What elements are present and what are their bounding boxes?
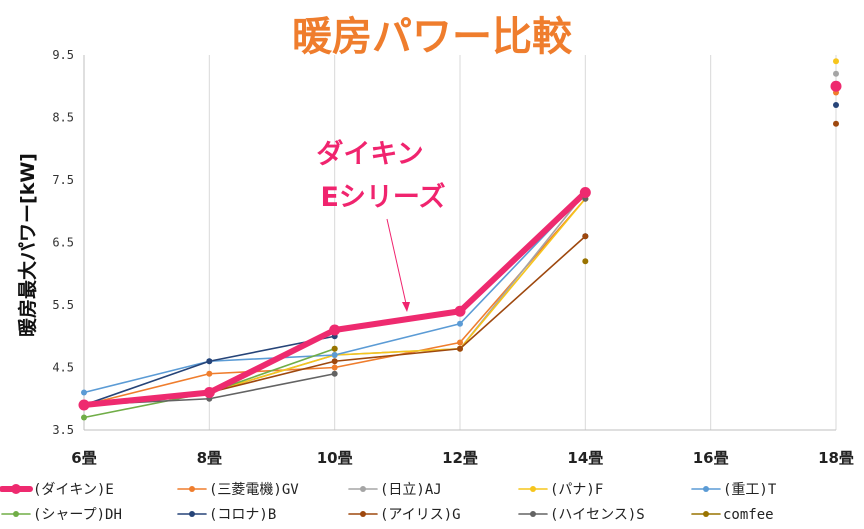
y-tick-label: 7.5: [52, 173, 74, 187]
annotation: ダイキン Eシリーズ: [316, 138, 446, 312]
data-point: [582, 233, 589, 240]
legend-label: (ダイキン)E: [33, 482, 114, 498]
data-point: [579, 187, 591, 198]
y-tick-label: 9.5: [52, 48, 74, 62]
x-tick-label: 12畳: [442, 449, 478, 467]
y-tick-label: 5.5: [52, 298, 74, 312]
legend-item: (ハイセンス)S: [518, 507, 645, 523]
legend-item: (アイリス)G: [348, 507, 461, 523]
legend-label: (三菱電機)GV: [209, 482, 299, 498]
legend-item: (重工)T: [691, 482, 777, 498]
legend-label: (アイリス)G: [380, 507, 461, 523]
legend-label: (パナ)F: [550, 482, 603, 498]
data-point: [331, 352, 338, 358]
data-point: [78, 399, 90, 411]
data-point: [457, 320, 463, 327]
legend-label: (日立)AJ: [380, 482, 442, 498]
series-points: [78, 58, 842, 421]
legend-label: (シャープ)DH: [33, 507, 122, 523]
data-point: [457, 339, 463, 346]
y-tick-label: 3.5: [52, 423, 74, 437]
x-tick-label: 10畳: [317, 449, 353, 467]
legend-label: (重工)T: [723, 482, 777, 498]
y-tick-label: 6.5: [52, 236, 74, 250]
x-tick-labels: 6畳 8畳 10畳 12畳 14畳 16畳 18畳: [71, 449, 854, 467]
annotation-arrowhead: [402, 302, 410, 312]
y-axis-label: 暖房最大パワー[kW]: [16, 153, 39, 337]
data-point: [457, 345, 463, 352]
data-point: [206, 358, 213, 365]
legend-item: (シャープ)DH: [1, 507, 122, 523]
data-point: [331, 370, 338, 377]
legend-swatch-marker: [360, 511, 366, 517]
x-tick-label: 16畳: [693, 449, 729, 467]
data-point: [833, 120, 839, 127]
chart-title: 暖房パワー比較: [292, 14, 573, 60]
data-point: [203, 387, 215, 398]
legend-item: comfee: [691, 507, 774, 523]
y-tick-labels: 3.5 4.5 5.5 6.5 7.5 8.5 9.5: [52, 48, 74, 437]
legend-item: (ダイキン)E: [0, 482, 114, 498]
y-tick-label: 4.5: [52, 361, 74, 375]
data-point: [81, 389, 87, 396]
legend-swatch-marker: [703, 486, 709, 492]
legend-swatch-marker: [703, 511, 709, 517]
data-point: [833, 70, 839, 77]
legend-item: (パナ)F: [518, 482, 603, 498]
legend-label: (ハイセンス)S: [550, 507, 645, 523]
x-tick-label: 6畳: [71, 449, 96, 467]
legend-label: comfee: [723, 507, 774, 523]
data-point: [331, 345, 338, 352]
legend: (ダイキン)E (三菱電機)GV (日立)AJ (パナ)F (重工)T (シャープ)DH (…: [0, 482, 777, 523]
x-tick-label: 8畳: [197, 449, 222, 467]
annotation-line-1: ダイキン: [316, 138, 423, 170]
data-point: [206, 370, 213, 377]
data-point: [331, 364, 338, 371]
legend-swatch-marker: [360, 486, 366, 492]
data-point: [331, 358, 338, 365]
axes: [83, 55, 836, 431]
data-point: [833, 58, 839, 65]
grid-lines: [208, 55, 837, 430]
data-point: [833, 102, 839, 108]
annotation-arrow-line: [386, 218, 408, 309]
data-point: [329, 324, 341, 336]
legend-item: (日立)AJ: [348, 482, 442, 498]
data-point: [830, 80, 842, 92]
legend-label: (コロナ)B: [209, 507, 276, 523]
y-tick-label: 8.5: [52, 111, 74, 125]
legend-swatch-marker: [530, 486, 536, 492]
legend-item: (三菱電機)GV: [177, 482, 299, 498]
x-tick-label: 14畳: [567, 449, 603, 467]
legend-swatch-marker: [530, 511, 536, 517]
data-point: [81, 414, 87, 421]
legend-swatch-marker: [189, 486, 195, 492]
legend-item: (コロナ)B: [177, 507, 276, 523]
legend-swatch-marker: [189, 511, 195, 517]
x-tick-label: 18畳: [818, 449, 854, 467]
legend-swatch-marker: [13, 511, 19, 517]
data-point: [454, 305, 466, 317]
annotation-line-2: Eシリーズ: [320, 181, 445, 213]
legend-swatch-marker: [11, 484, 21, 494]
data-point: [582, 258, 589, 265]
